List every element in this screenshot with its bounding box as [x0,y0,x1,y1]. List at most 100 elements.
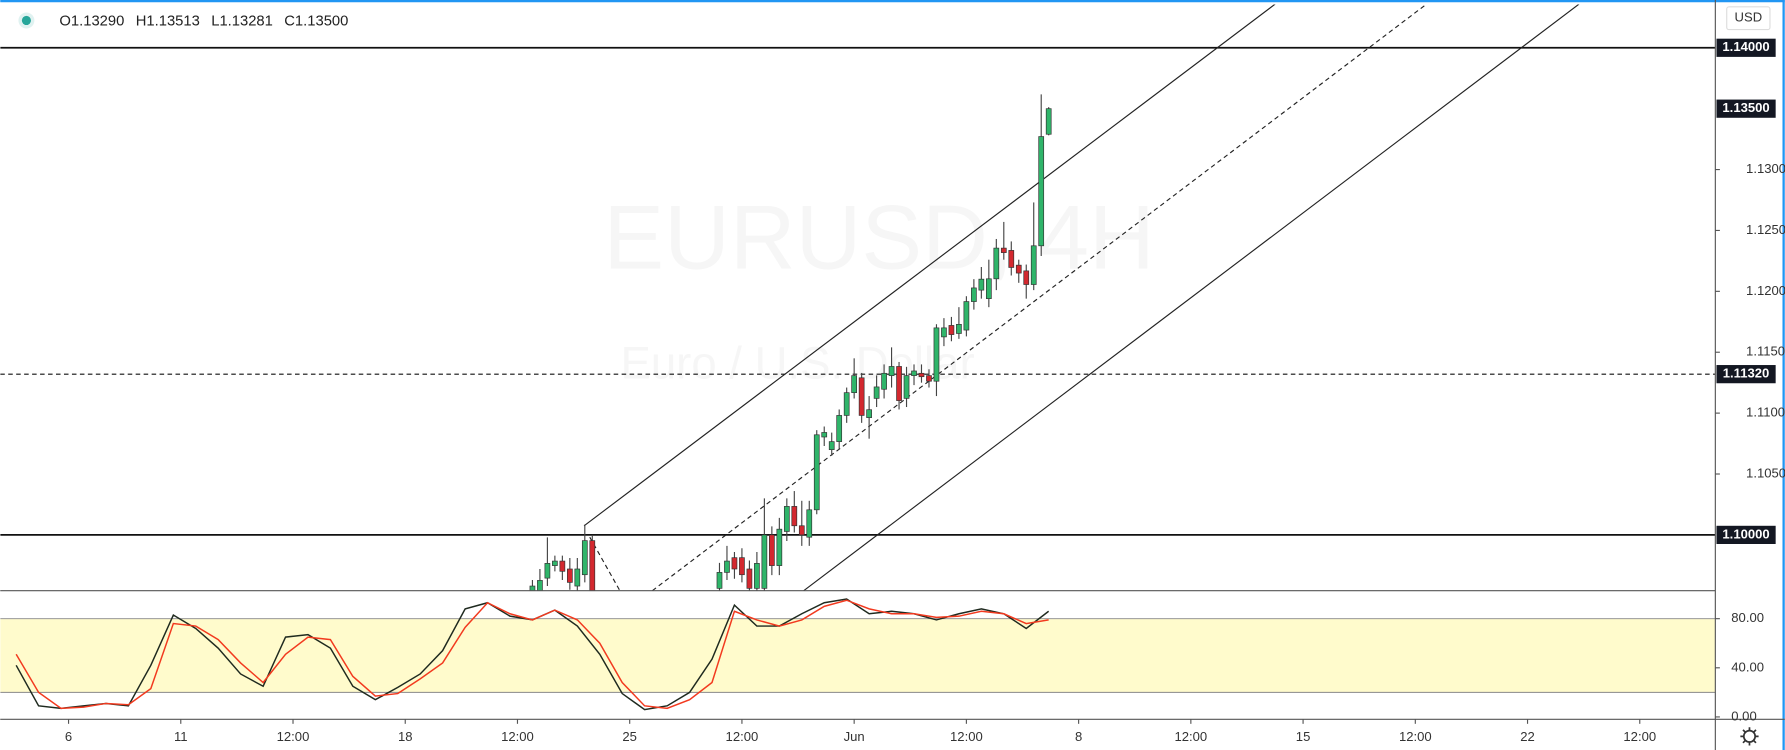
price-label: 1.11320 [1723,366,1770,381]
candle-body [866,409,872,418]
candle-body [985,278,992,299]
watermark-sub: Euro / U.S. Dollar [620,337,974,388]
candle-body [858,377,865,416]
candle-body [559,560,566,572]
x-tick-label: 22 [1520,729,1535,744]
price-label-box [1716,365,1776,384]
channel-upper [583,4,1276,527]
ohlc-value: H1.13513 [136,14,200,30]
candle-body [798,525,805,536]
candle-body [754,563,760,589]
candle-body [589,540,596,591]
candle-body [941,327,947,338]
x-tick-label: 8 [1075,729,1082,744]
oscillator-line [15,599,1049,710]
candle-body [552,560,558,566]
candle-body [873,386,880,399]
x-tick-label: 12:00 [1174,729,1207,744]
candle-body [806,509,813,538]
osc-tick-label: 80.00 [1731,610,1764,625]
x-tick-label: 11 [174,729,188,744]
candle-body [851,375,858,393]
channel-median [652,4,1427,591]
candle-body [821,432,828,438]
price-label-box [1716,99,1776,118]
candle-body [761,534,768,589]
candle-body [993,247,1000,280]
price-label: 1.14000 [1722,39,1769,54]
x-tick-label: 12:00 [1399,729,1432,744]
y-tick-label: 1.11500 [1746,344,1785,359]
candle-body [716,572,723,589]
candle-body [843,392,850,416]
candle-body [1000,247,1007,253]
candle-body [836,415,843,442]
candle-body [971,287,977,302]
x-tick-label: 18 [398,729,413,744]
candle-body [776,528,783,566]
candle-body [581,540,588,576]
ohlc-value: O1.13290 [59,14,124,30]
candle-body [529,585,536,591]
y-tick-label: 1.12000 [1746,283,1785,298]
candle-body [896,366,902,401]
price-label-box [1716,38,1776,57]
candle-body [948,325,955,335]
candle-body [1030,245,1037,285]
x-tick-label: Jun [844,729,865,744]
y-tick-label: 1.11000 [1746,405,1785,420]
y-tick-label: 1.13000 [1746,161,1785,176]
y-tick-label: 1.10500 [1746,465,1785,480]
currency[interactable]: USD [1735,10,1763,25]
candle-body [926,375,932,382]
oscillator-band [0,618,1716,693]
status-dot [21,15,31,26]
watermark: EURUSD, 4H [603,188,1154,289]
candle-body [537,580,543,591]
candle-body [828,441,835,450]
candle-body [813,434,820,511]
candle-body [978,278,985,291]
oscillator-pane [0,598,1716,711]
price-label: 1.10000 [1722,526,1769,541]
osc-tick-label: 40.00 [1731,659,1764,674]
candle-body [566,568,573,583]
candle-body [783,506,790,532]
x-tick-label: 12:00 [501,729,534,744]
x-tick-label: 15 [1296,729,1311,744]
ohlc-value: L1.13281 [211,14,273,30]
candle-body [574,568,581,587]
candle-body [769,534,775,566]
candle-body [1008,250,1015,268]
settings-icon[interactable] [1740,727,1759,746]
candle-body [963,301,970,331]
x-tick-label: 6 [65,729,72,744]
x-tick-label: 12:00 [277,729,310,744]
candle-body [903,375,910,399]
y-tick-label: 1.12500 [1746,222,1785,237]
candle-body [731,557,738,570]
candle-body [1045,108,1052,135]
x-tick-label: 12:00 [1623,729,1656,744]
candle-body [746,568,753,589]
ohlc-value: C1.13500 [284,14,348,30]
currency-button[interactable] [1726,6,1771,31]
candle-body [791,506,798,527]
candle-body [1038,136,1045,247]
candle-body [1023,270,1030,285]
candle-body [888,366,895,376]
channel-lower [803,4,1580,591]
candle-body [911,370,917,376]
candle-body [918,372,925,378]
x-tick-label: 25 [622,729,637,744]
candle-body [739,557,745,576]
x-tick-label: 12:00 [950,729,983,744]
candle-body [544,563,551,579]
candle-body [956,323,962,334]
candle-body [1015,264,1022,274]
osc-tick-label: 0.00 [1731,708,1756,723]
x-tick-label: 12:00 [726,729,759,744]
candle-body [933,327,940,382]
candle-body [881,372,887,390]
